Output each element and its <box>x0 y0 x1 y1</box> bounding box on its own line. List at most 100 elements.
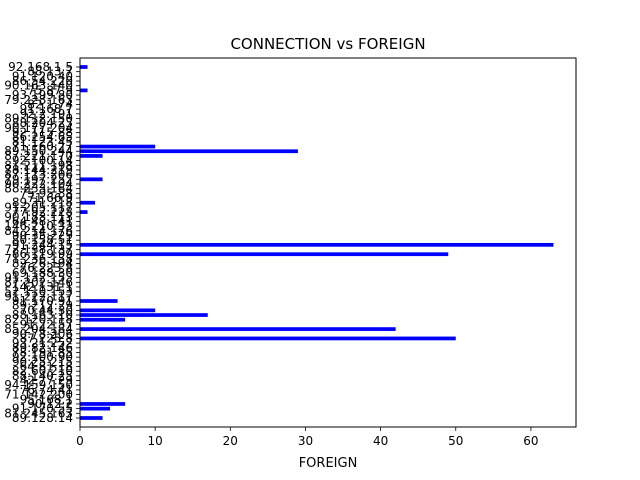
y-tick-label: 42.77.29 <box>20 374 73 388</box>
bar <box>80 88 88 93</box>
y-tick-label: 90.183.113 <box>4 210 73 224</box>
bar <box>80 65 88 69</box>
y-tick-label: 84.214.176 <box>4 224 73 238</box>
bar <box>80 308 156 313</box>
y-tick-label: 91.120.40 <box>12 69 73 83</box>
y-tick-label: 91.170.91 <box>12 294 73 308</box>
y-tick-label: 92.115.88 <box>12 126 73 140</box>
y-tick-label: 87.202.146 <box>4 275 73 289</box>
y-tick-label: 71.66.9 <box>27 191 73 205</box>
y-tick-label: 64.81.18 <box>20 360 73 374</box>
y-tick-label: 81.211.198 <box>4 158 73 172</box>
y-tick-label: 91.170.55 <box>12 402 73 416</box>
x-tick-label: 50 <box>448 434 463 448</box>
y-tick-label: 90.35.229 <box>12 228 73 242</box>
y-tick-label: 92.2.191 <box>20 107 73 121</box>
y-tick-label: 75.87.9 <box>27 83 73 97</box>
bar <box>80 299 118 303</box>
y-tick-label: 87.221.170 <box>4 149 73 163</box>
bar <box>80 317 126 322</box>
y-tick-label: 92.100.90 <box>12 350 73 364</box>
y-tick-label: 69.188.30 <box>12 266 73 280</box>
y-tick-label: 70.44.30 <box>20 303 73 317</box>
y-tick-label: 87.225.8 <box>20 331 73 345</box>
x-tick-label: 10 <box>148 434 163 448</box>
y-tick-label: 86.254.65 <box>12 130 73 144</box>
bar <box>80 177 103 182</box>
y-tick-label: 89.112.150 <box>4 111 73 125</box>
bar <box>80 416 103 420</box>
y-tick-label: 90.12.2 <box>27 397 73 411</box>
bar <box>80 210 88 214</box>
x-tick-label: 40 <box>373 434 388 448</box>
y-tick-label: 87.113.206 <box>4 168 73 182</box>
y-tick-group: 89.128.1481.245.16391.170.5590.12.295.16… <box>4 60 80 425</box>
y-tick-label: 95.168.1 <box>20 392 73 406</box>
y-tick-label: 91.168.7 <box>20 102 73 116</box>
y-tick-label: 80.158.51 <box>12 233 73 247</box>
bar <box>80 149 298 154</box>
x-tick-label: 60 <box>523 434 538 448</box>
plot-frame <box>79 57 577 428</box>
y-tick-label: 71.160.27 <box>12 140 73 154</box>
y-tick-label: 92.100.14 <box>12 154 73 168</box>
y-tick-label: 85.204.184 <box>4 322 73 336</box>
y-tick-label: 77.92.228 <box>12 205 73 219</box>
y-tick-label: 146.210.33 <box>4 219 73 233</box>
y-tick-label: 81.245.163 <box>4 406 73 420</box>
bar <box>80 402 126 406</box>
y-tick-label: 88.233.164 <box>4 182 73 196</box>
y-tick-label: 76.223.8 <box>20 261 73 275</box>
y-tick-label: 78.144.219 <box>4 163 73 177</box>
y-tick-label: 91.205.117 <box>4 200 73 214</box>
y-tick-label: 75.95.88 <box>20 186 73 200</box>
bar <box>80 144 156 149</box>
y-tick-label: 52.110.153 <box>4 285 73 299</box>
bars-group <box>80 65 554 420</box>
y-tick-label: 89.212.29 <box>12 299 73 313</box>
x-tick-label: 20 <box>223 434 238 448</box>
y-tick-label: 90.163.140 <box>4 79 73 93</box>
y-tick-label: 91.244.15 <box>12 238 73 252</box>
y-tick-label: 89.82.146 <box>12 341 73 355</box>
y-tick-label: 89.128.14 <box>12 411 73 425</box>
y-tick-label: 82.120.118 <box>4 313 73 327</box>
y-tick-label: 88.204.23 <box>12 116 73 130</box>
y-tick-label: 90.222.104 <box>4 177 73 191</box>
x-tick-label: 30 <box>298 434 313 448</box>
bar <box>80 313 208 317</box>
y-tick-label: 88.163.10 <box>12 308 73 322</box>
y-tick-label: 82.26.194 <box>12 257 73 271</box>
y-tick-label: 90.177.204 <box>4 121 73 135</box>
bar <box>80 200 96 205</box>
x-tick-label: 0 <box>76 434 84 448</box>
y-tick-label: 90.25.215 <box>12 355 73 369</box>
y-tick-label: 92.168.1.5 <box>8 60 73 74</box>
y-tick-label: 86.119.99 <box>12 247 73 261</box>
y-tick-label: 64.48.141 <box>12 214 73 228</box>
y-tick-label: 93.21.252 <box>12 336 73 350</box>
y-tick-label: 86.54.220 <box>12 74 73 88</box>
bar <box>80 252 449 257</box>
y-tick-label: 82.1.74 <box>27 97 73 111</box>
bar <box>80 242 554 247</box>
chart-title: CONNECTION vs FOREIGN <box>230 35 425 53</box>
y-tick-label: 90.78.206 <box>12 327 73 341</box>
y-tick-label: 79.228.163 <box>4 93 73 107</box>
y-tick-label: 81.123.45 <box>12 135 73 149</box>
y-tick-label: 79.197.252 <box>4 172 73 186</box>
x-tick-group: 0 10 20 30 40 50 60 <box>76 427 539 448</box>
y-tick-label: 94.159.150 <box>4 378 73 392</box>
y-tick-label: 89.31.218 <box>12 196 73 210</box>
y-tick-label: 91.132.153 <box>4 271 73 285</box>
y-tick-label: 72.138.137 <box>4 243 73 257</box>
bar <box>80 327 396 331</box>
y-tick-label: 71.142.200 <box>4 388 73 402</box>
y-tick-label: 88.13.7 <box>27 65 73 79</box>
y-tick-label: 91.222.117 <box>4 289 73 303</box>
y-tick-label: 78.191.85 <box>12 345 73 359</box>
y-tick-label: 76.74.41 <box>20 383 73 397</box>
x-axis-label: FOREIGN <box>299 456 358 471</box>
bar <box>80 154 103 158</box>
